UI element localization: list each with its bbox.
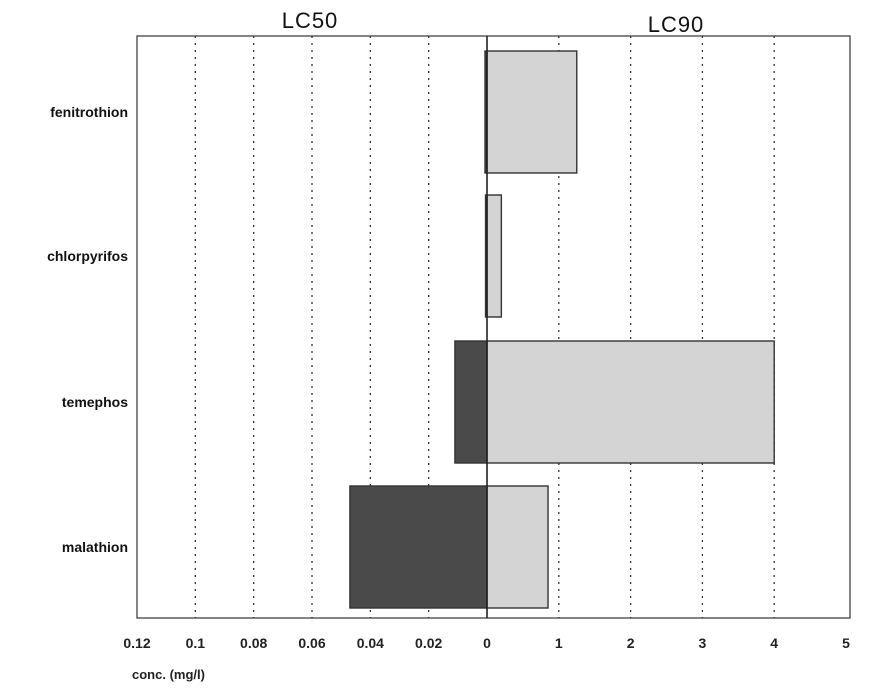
bar-lc90-temephos	[486, 340, 775, 464]
bar-lc90-fenitrothion	[486, 50, 578, 174]
category-label-fenitrothion: fenitrothion	[50, 104, 128, 120]
tick-label-left-5: 0.02	[415, 635, 442, 651]
tick-label-right-3: 4	[770, 635, 778, 651]
category-label-chlorpyrifos: chlorpyrifos	[47, 248, 128, 264]
bar-lc50-temephos	[454, 340, 488, 464]
tick-label-right-2: 3	[699, 635, 707, 651]
tick-label-right-1: 2	[627, 635, 635, 651]
category-label-temephos: temephos	[62, 394, 128, 410]
bar-lc50-malathion	[349, 485, 488, 609]
tick-label-right-0: 1	[555, 635, 563, 651]
tick-label-left-0: 0.12	[123, 635, 150, 651]
tick-label-left-4: 0.04	[357, 635, 384, 651]
tick-label-left-3: 0.06	[298, 635, 325, 651]
tick-label-left-6: 0	[483, 635, 491, 651]
category-labels: fenitrothion chlorpyrifos temephos malathio…	[47, 104, 128, 555]
bar-lc90-malathion	[486, 485, 549, 609]
x-axis-label: conc. (mg/l)	[132, 667, 205, 682]
category-label-malathion: malathion	[62, 539, 128, 555]
plot-frame	[136, 35, 851, 619]
tick-labels: 0.12 0.1 0.08 0.06 0.04 0.02 0 1 2 3 4 5	[123, 635, 850, 651]
lc50-title: LC50	[282, 8, 339, 33]
bars	[349, 50, 775, 609]
lc90-title: LC90	[648, 12, 705, 37]
tick-label-left-2: 0.08	[240, 635, 267, 651]
tick-label-left-1: 0.1	[186, 635, 206, 651]
tick-label-right-4: 5	[842, 635, 850, 651]
bar-lc90-chlorpyrifos	[486, 194, 503, 318]
